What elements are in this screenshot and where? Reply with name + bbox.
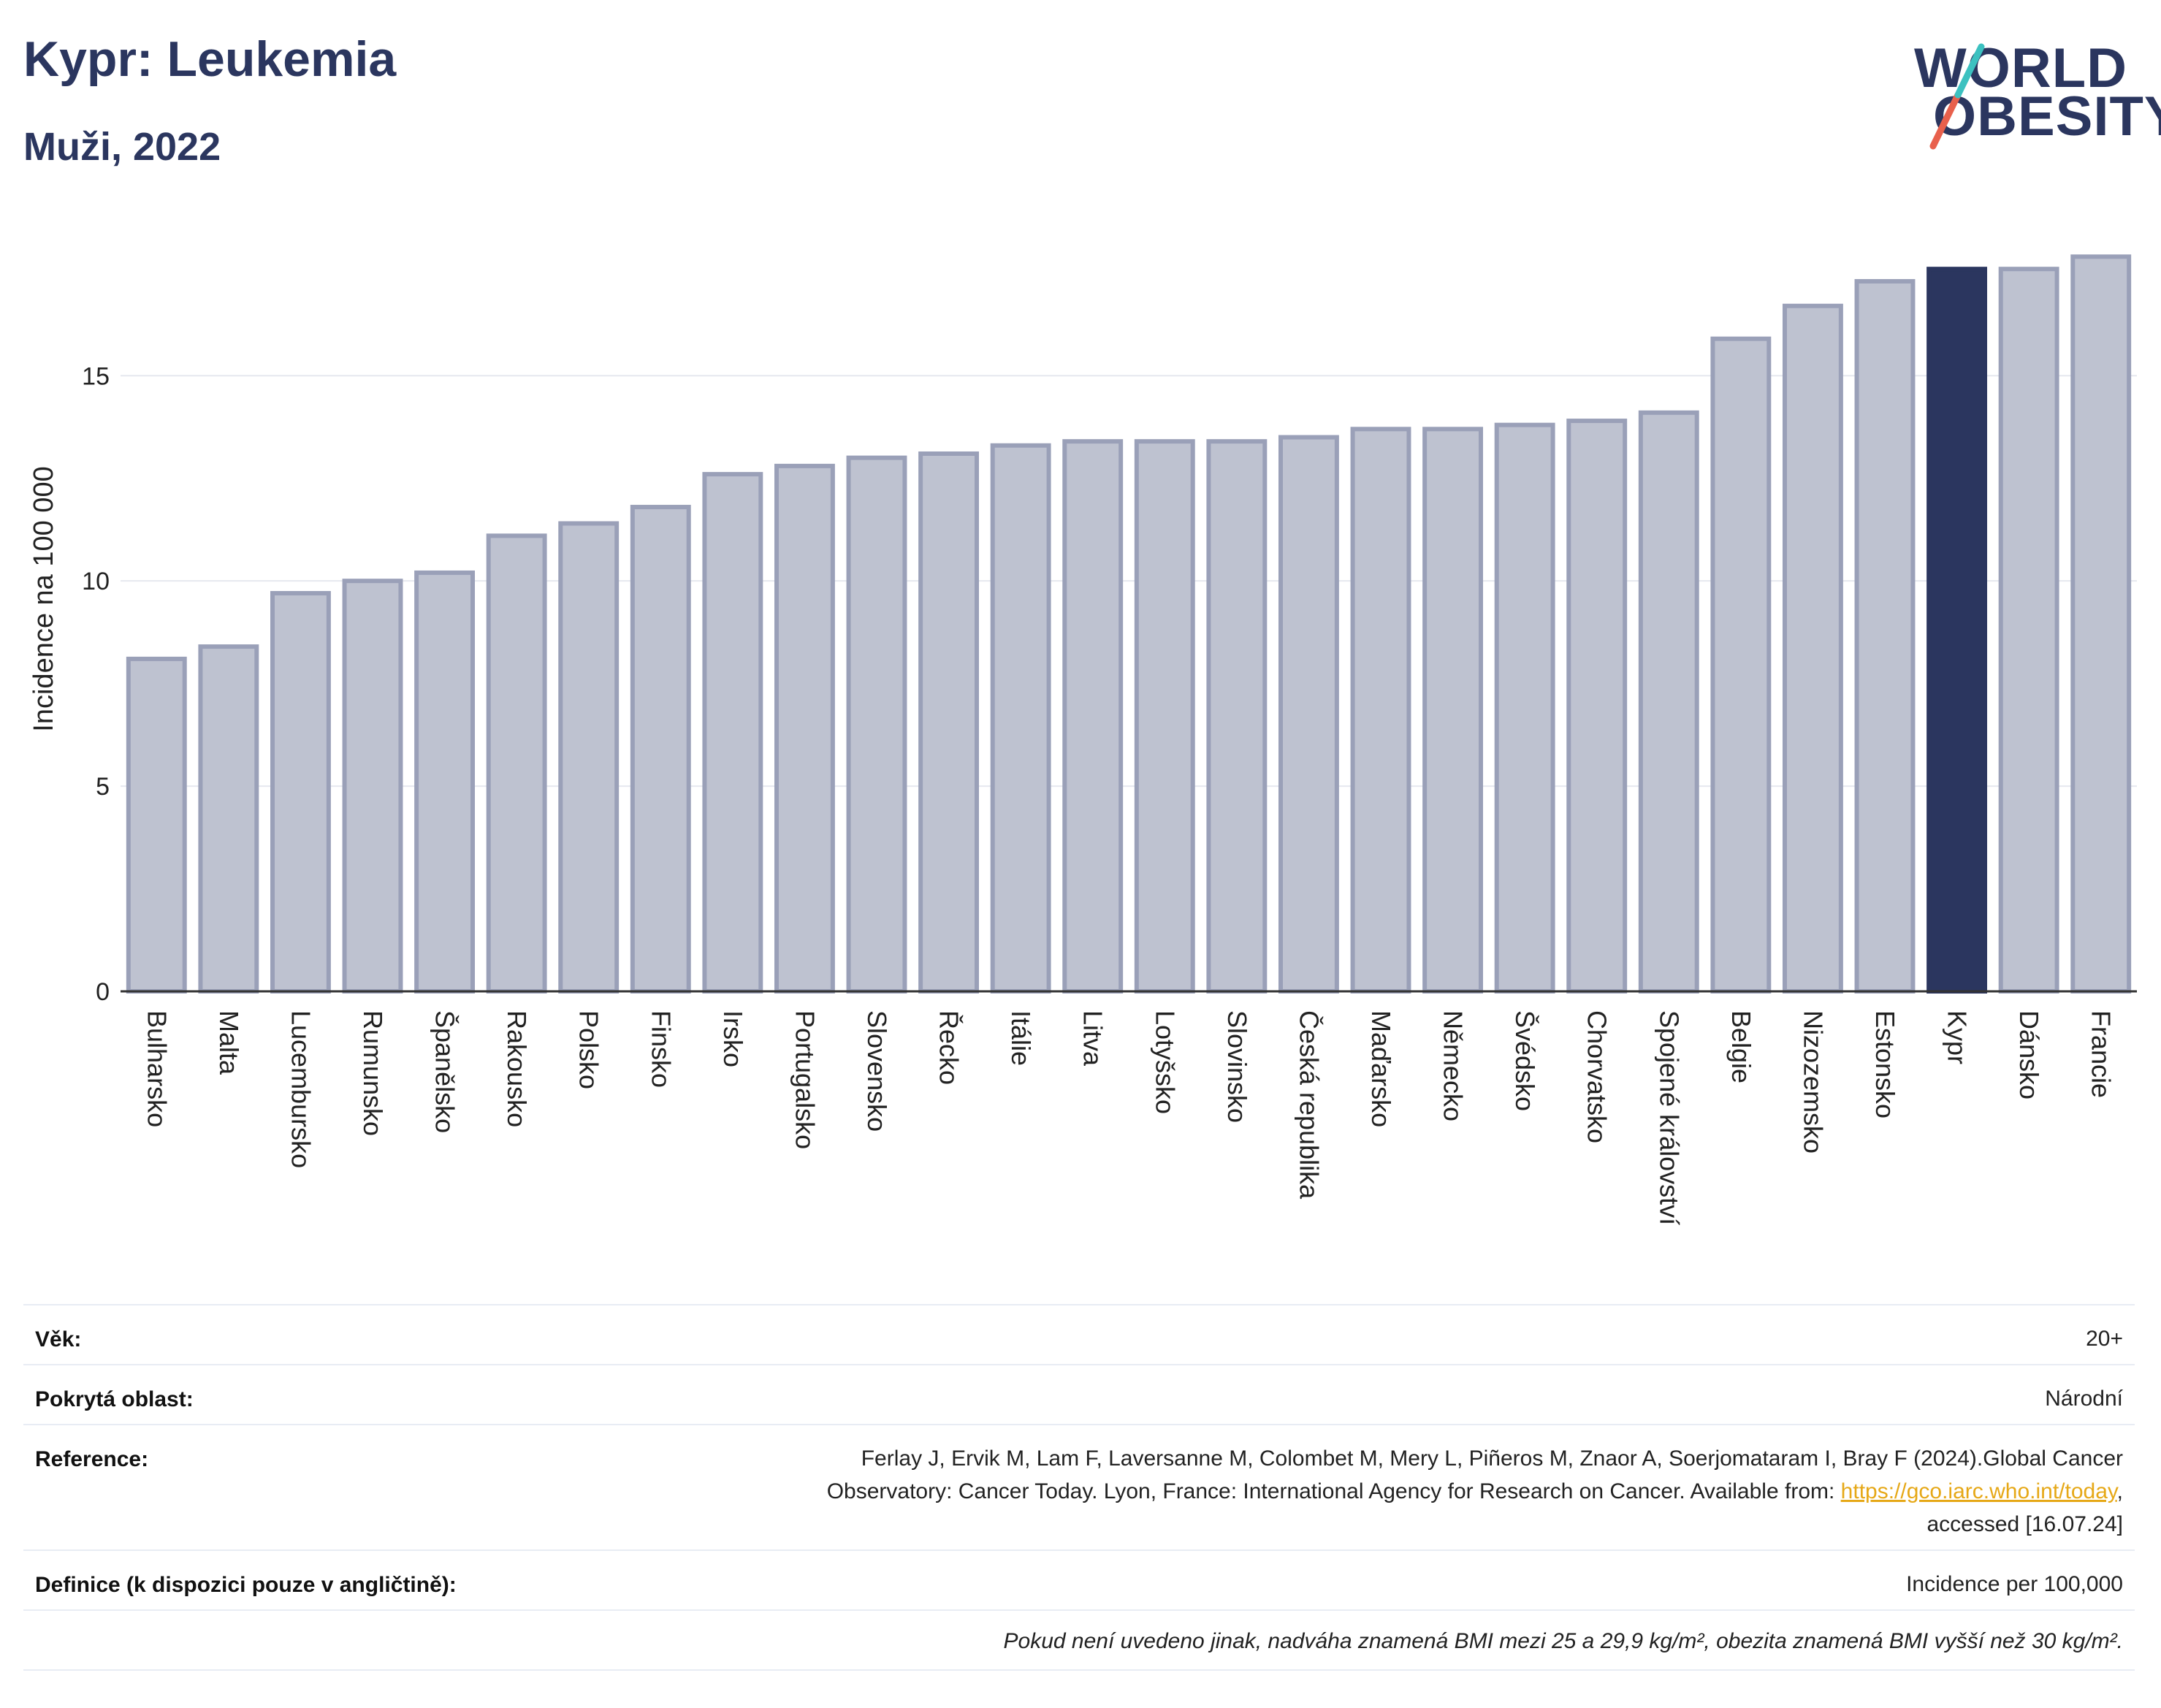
x-tick-label: Slovensko bbox=[862, 1010, 892, 1132]
bar-Nizozemsko[interactable] bbox=[1782, 303, 1843, 994]
x-tick-label: Spojené království bbox=[1654, 1010, 1684, 1225]
page-subtitle: Muži, 2022 bbox=[23, 125, 221, 169]
x-tick-label: Česká republika bbox=[1294, 1010, 1324, 1200]
bar-Slovensko[interactable] bbox=[846, 455, 907, 994]
bar-chart: 0 5 10 15 Bulharsko Malta Lucembursko Rumunsko… bbox=[28, 254, 2137, 1225]
x-tick-label: Nizozemsko bbox=[1798, 1010, 1828, 1154]
x-tick-label: Litva bbox=[1078, 1010, 1108, 1067]
x-tick-label: Kypr bbox=[1943, 1010, 1973, 1064]
area-label: Pokrytá oblast: bbox=[35, 1387, 194, 1411]
x-tick-label: Španělsko bbox=[430, 1010, 460, 1133]
bar-Francie[interactable] bbox=[2070, 254, 2132, 994]
x-tick-label: Portugalsko bbox=[790, 1010, 820, 1149]
x-tick-label: Maďarsko bbox=[1366, 1010, 1396, 1127]
reference-value: Ferlay J, Ervik M, Lam F, Laversanne M, … bbox=[827, 1442, 2123, 1541]
bar-Belgie[interactable] bbox=[1710, 336, 1772, 994]
bar-Malta[interactable] bbox=[198, 644, 259, 994]
definition-label: Definice (k dispozici pouze v angličtině… bbox=[35, 1573, 457, 1597]
bar-Maďarsko[interactable] bbox=[1350, 427, 1411, 994]
bar-Chorvatsko[interactable] bbox=[1566, 419, 1628, 994]
bar-Slovinsko[interactable] bbox=[1206, 439, 1268, 994]
x-tick-label: Rumunsko bbox=[358, 1010, 388, 1136]
x-tick-label: Polsko bbox=[574, 1010, 604, 1089]
bar-Německo[interactable] bbox=[1422, 427, 1484, 994]
x-tick-label: Rakousko bbox=[502, 1010, 532, 1127]
reference-line2: Observatory: Cancer Today. Lyon, France:… bbox=[827, 1475, 2123, 1508]
separator bbox=[23, 1669, 2135, 1671]
logo-line2: OBESITY bbox=[1933, 85, 2161, 148]
bar-Lotyšsko[interactable] bbox=[1134, 439, 1195, 994]
y-tick-label: 5 bbox=[96, 773, 110, 801]
bar-Švédsko[interactable] bbox=[1494, 422, 1555, 994]
x-tick-label: Irsko bbox=[718, 1010, 748, 1067]
bar-Řecko[interactable] bbox=[918, 451, 980, 994]
page-title: Kypr: Leukemia bbox=[23, 31, 397, 87]
separator bbox=[23, 1304, 2135, 1305]
x-tick-label: Chorvatsko bbox=[1582, 1010, 1612, 1143]
x-tick-label: Lotyšsko bbox=[1150, 1010, 1180, 1114]
reference-label: Reference: bbox=[35, 1447, 149, 1471]
y-tick-labels: 0 5 10 15 bbox=[82, 362, 110, 1006]
bar-Litva[interactable] bbox=[1062, 439, 1124, 994]
separator bbox=[23, 1364, 2135, 1365]
area-value: Národní bbox=[2045, 1387, 2123, 1411]
bar-Irsko[interactable] bbox=[702, 472, 763, 994]
logo-slash-icon bbox=[1929, 43, 1985, 150]
x-tick-label: Dánsko bbox=[2014, 1010, 2044, 1099]
x-tick-label: Bulharsko bbox=[142, 1010, 172, 1127]
world-obesity-logo[interactable]: WORLD OBESITY bbox=[1899, 29, 2161, 161]
reference-line2-post: , bbox=[2116, 1479, 2123, 1503]
bar-Spojené království[interactable] bbox=[1638, 410, 1699, 994]
separator bbox=[23, 1424, 2135, 1425]
logo-line1: WORLD bbox=[1914, 37, 2128, 99]
bar-Bulharsko[interactable] bbox=[126, 656, 187, 994]
y-tick-label: 10 bbox=[82, 568, 110, 595]
x-tick-label: Švédsko bbox=[1510, 1010, 1540, 1111]
x-tick-label: Francie bbox=[2086, 1010, 2116, 1098]
y-axis-label: Incidence na 100 000 bbox=[28, 466, 59, 731]
definition-value: Incidence per 100,000 bbox=[1906, 1572, 2123, 1596]
reference-line1: Ferlay J, Ervik M, Lam F, Laversanne M, … bbox=[861, 1446, 2123, 1471]
bar-Itálie[interactable] bbox=[990, 443, 1051, 994]
bar-Portugalsko[interactable] bbox=[774, 463, 835, 994]
bar-Estonsko[interactable] bbox=[1854, 279, 1916, 994]
bar-Rumunsko[interactable] bbox=[342, 579, 403, 994]
x-tick-label: Lucembursko bbox=[286, 1010, 316, 1168]
bar-Španělsko[interactable] bbox=[414, 570, 476, 994]
age-label: Věk: bbox=[35, 1327, 82, 1351]
x-tick-label: Itálie bbox=[1006, 1010, 1036, 1066]
bar-Finsko[interactable] bbox=[630, 505, 691, 994]
bar-Dánsko[interactable] bbox=[1998, 267, 2059, 994]
age-value: 20+ bbox=[2086, 1327, 2123, 1351]
bar-Polsko[interactable] bbox=[558, 521, 620, 994]
x-tick-label: Německo bbox=[1438, 1010, 1468, 1121]
footnote: Pokud není uvedeno jinak, nadváha znamen… bbox=[1003, 1629, 2124, 1653]
y-tick-label: 15 bbox=[82, 362, 110, 390]
x-tick-label: Slovinsko bbox=[1222, 1010, 1252, 1123]
reference-link[interactable]: https://gco.iarc.who.int/today bbox=[1840, 1479, 2117, 1503]
reference-line3: accessed [16.07.24] bbox=[1926, 1512, 2123, 1536]
bar-Česká republika[interactable] bbox=[1278, 435, 1339, 994]
x-tick-labels: Bulharsko Malta Lucembursko Rumunsko Španěls… bbox=[142, 1010, 2116, 1225]
bar-Kypr[interactable] bbox=[1926, 267, 1988, 994]
bar-Rakousko[interactable] bbox=[486, 533, 547, 994]
x-tick-label: Malta bbox=[214, 1010, 244, 1075]
separator bbox=[23, 1549, 2135, 1551]
x-tick-label: Řecko bbox=[934, 1010, 964, 1085]
x-tick-label: Belgie bbox=[1726, 1010, 1756, 1083]
bars bbox=[126, 254, 2132, 994]
separator bbox=[23, 1609, 2135, 1611]
x-tick-label: Estonsko bbox=[1870, 1010, 1900, 1118]
reference-line2-text: Observatory: Cancer Today. Lyon, France:… bbox=[826, 1479, 1841, 1503]
bar-Lucembursko[interactable] bbox=[270, 591, 331, 994]
y-tick-label: 0 bbox=[96, 978, 110, 1006]
x-tick-label: Finsko bbox=[646, 1010, 676, 1088]
